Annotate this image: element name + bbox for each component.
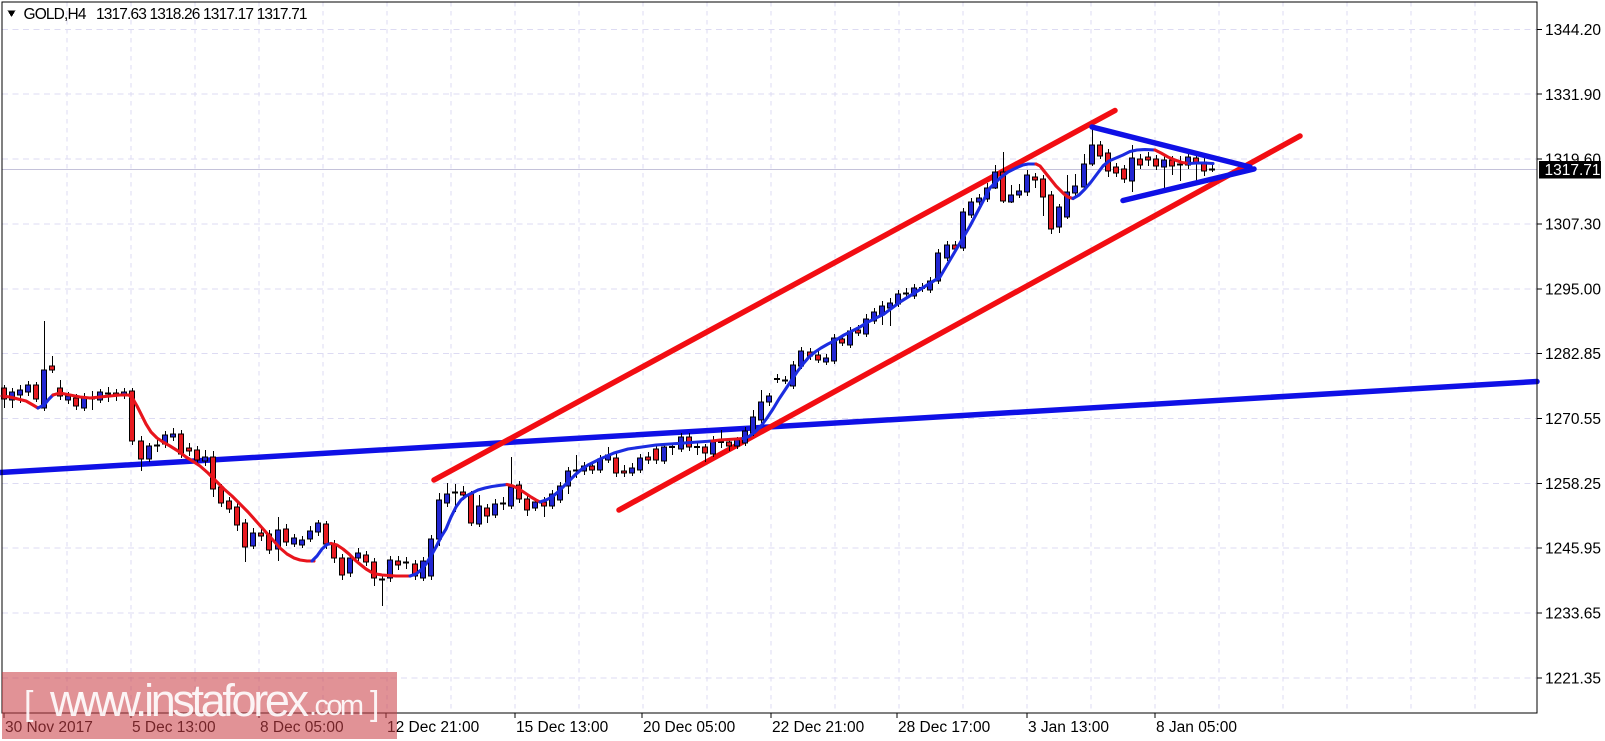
svg-text:1258.25: 1258.25 <box>1545 476 1601 493</box>
svg-text:1245.95: 1245.95 <box>1545 541 1601 558</box>
svg-text:15 Dec 13:00: 15 Dec 13:00 <box>516 719 609 736</box>
svg-text:.com: .com <box>309 690 364 722</box>
svg-text:GOLD,H4 1317.63 1318.26 1317.: GOLD,H4 1317.63 1318.26 1317.17 1317.71 <box>24 6 308 23</box>
svg-text:1282.85: 1282.85 <box>1545 346 1601 363</box>
svg-text:1344.20: 1344.20 <box>1545 22 1601 39</box>
svg-text:12 Dec 21:00: 12 Dec 21:00 <box>387 719 480 736</box>
svg-text:[: [ <box>24 685 34 723</box>
svg-text:3 Jan 13:00: 3 Jan 13:00 <box>1028 719 1109 736</box>
svg-text:]: ] <box>370 685 379 723</box>
svg-text:1221.35: 1221.35 <box>1545 670 1601 687</box>
svg-text:1331.90: 1331.90 <box>1545 87 1601 104</box>
svg-text:20 Dec 05:00: 20 Dec 05:00 <box>643 719 736 736</box>
svg-text:1307.30: 1307.30 <box>1545 216 1601 233</box>
svg-text:1317.71: 1317.71 <box>1545 162 1601 179</box>
svg-text:1295.00: 1295.00 <box>1545 281 1601 298</box>
svg-text:8 Jan 05:00: 8 Jan 05:00 <box>1156 719 1237 736</box>
svg-text:22 Dec 21:00: 22 Dec 21:00 <box>772 719 865 736</box>
svg-text:www.instaforex: www.instaforex <box>49 675 310 726</box>
svg-text:1233.65: 1233.65 <box>1545 606 1601 623</box>
svg-text:1270.55: 1270.55 <box>1545 411 1601 428</box>
svg-text:28 Dec 17:00: 28 Dec 17:00 <box>898 719 991 736</box>
